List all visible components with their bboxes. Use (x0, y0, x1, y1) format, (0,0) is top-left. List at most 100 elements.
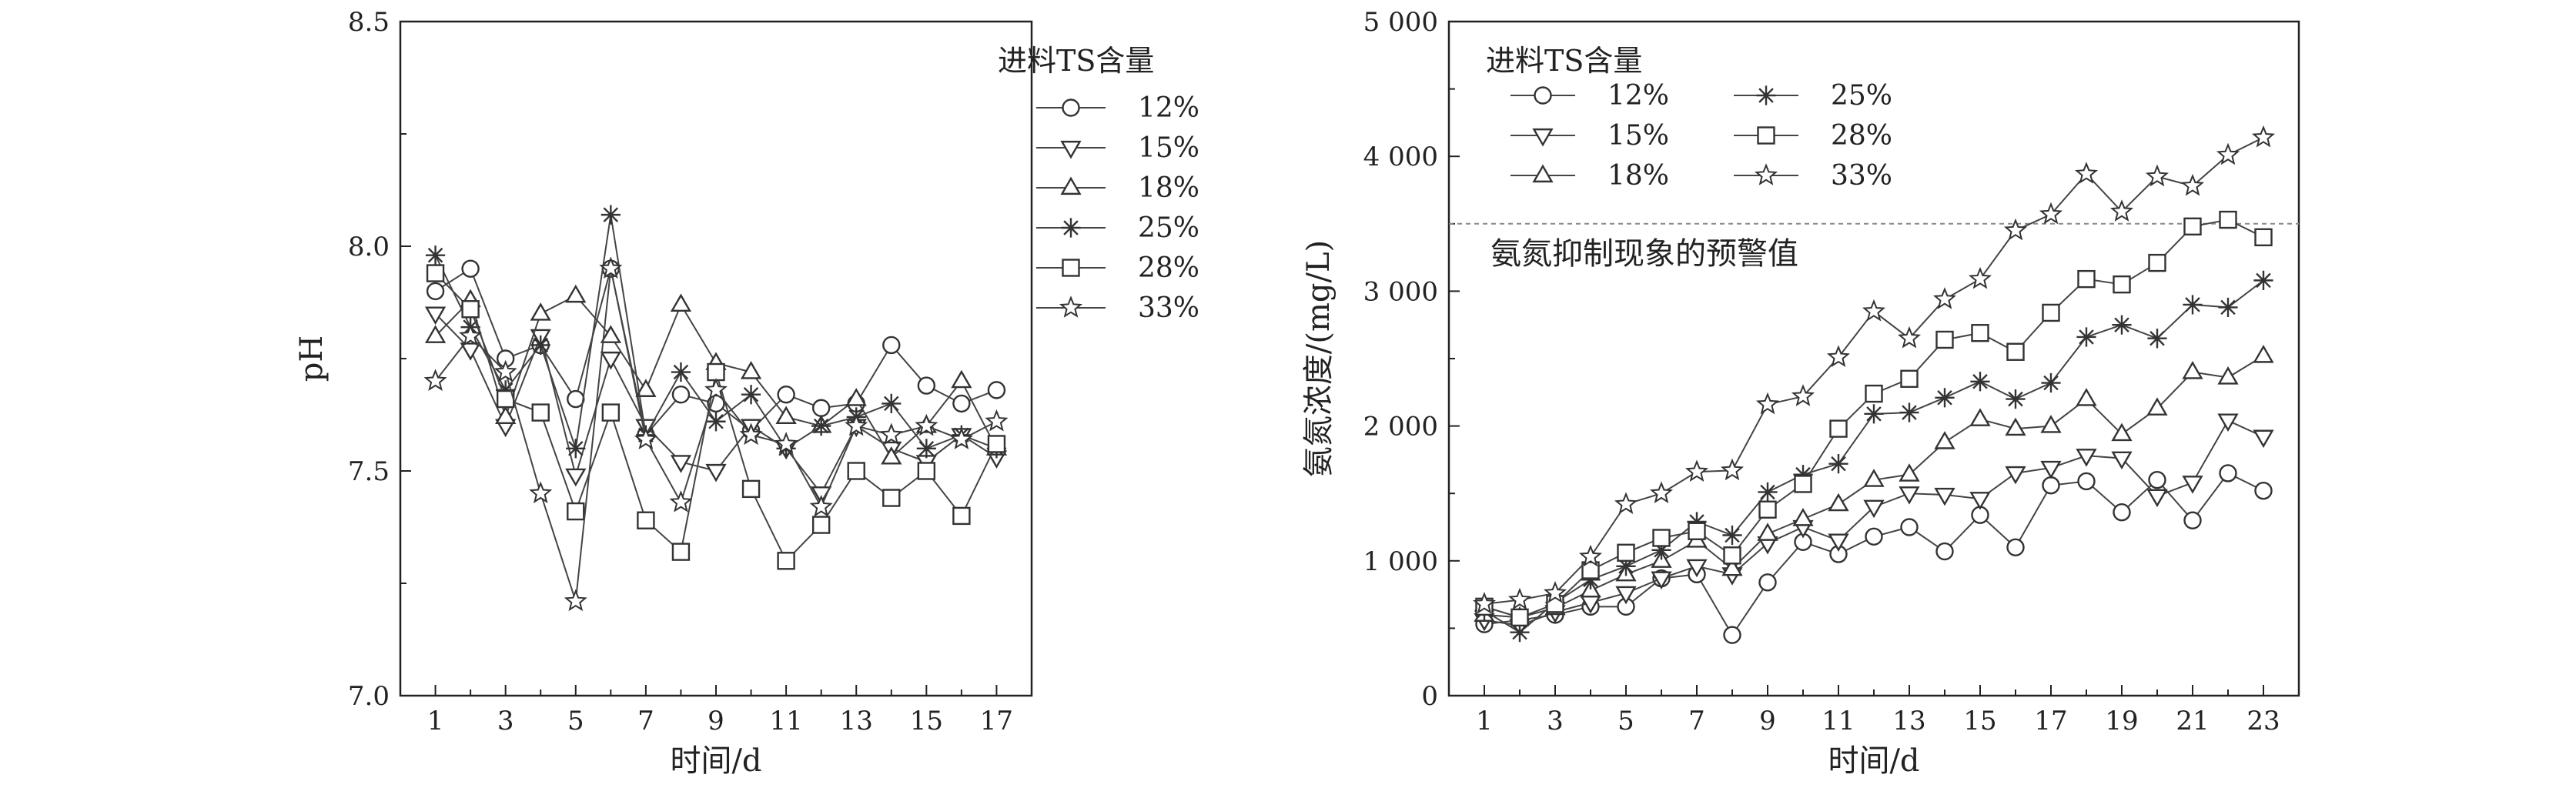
ph-data-point (426, 282, 445, 301)
nh-x-axis-label: 时间/d (1828, 743, 1919, 779)
nh-x-tick-label: 15 (1963, 706, 1996, 736)
ph-data-point (424, 306, 447, 326)
ph-data-point (461, 259, 480, 278)
nh-y-axis-label: 氨氮浓度/(mg/L) (1301, 240, 1337, 477)
nh-data-point (2146, 489, 2168, 508)
nh-data-point (1720, 458, 1745, 481)
ph-x-tick-label: 17 (980, 706, 1013, 736)
ph-data-point (985, 409, 1009, 432)
nh-data-point (1758, 482, 1778, 503)
ph-x-tick-label: 13 (840, 706, 873, 736)
ph-data-point (739, 422, 763, 446)
ph-x-tick-label: 5 (567, 706, 584, 736)
nh-data-point (1581, 561, 1600, 579)
nh-data-point (2180, 173, 2205, 196)
nh-x-tick-label: 1 (1476, 706, 1493, 736)
ph-x-tick-label: 3 (497, 706, 514, 736)
nh-data-point (1934, 487, 1955, 506)
nh-data-point (2253, 270, 2273, 290)
nh-y-axis: 0 1 000 2 000 3 000 4 000 5 000 (1363, 7, 1460, 712)
nh-x-tick-label: 13 (1892, 706, 1925, 736)
nh-data-point (1723, 546, 1741, 565)
nh-data-point (1900, 518, 1919, 536)
nh-data-point (1899, 402, 1919, 422)
nh-x-tick-label: 7 (1688, 706, 1705, 736)
nh-data-point (1863, 469, 1885, 487)
ph-data-point (634, 427, 657, 449)
nh-data-point (1758, 573, 1777, 592)
nh-data-point (2113, 503, 2131, 522)
nh-y-tick-label: 5 000 (1363, 7, 1438, 38)
nh-data-point (1721, 557, 1743, 576)
ph-legend-label: 28% (1138, 252, 1199, 284)
nh-data-point (2111, 422, 2133, 442)
ph-data-point (565, 468, 587, 487)
ph-data-point (705, 463, 727, 482)
ph-legend-label: 12% (1138, 92, 1199, 124)
nh-legend-label: 12% (1607, 80, 1669, 112)
ph-data-point (917, 462, 936, 480)
nh-data-point (2148, 253, 2166, 272)
ph-data-point (493, 359, 517, 382)
nh-data-point (2005, 417, 2026, 436)
ph-data-point (531, 403, 550, 422)
ph-data-point (704, 378, 728, 400)
nh-data-point (1864, 404, 1884, 424)
nh-data-point (2182, 476, 2203, 494)
ph-data-point (637, 511, 655, 529)
ph-x-tick-label: 1 (427, 706, 444, 736)
nh-data-point (2219, 464, 2237, 482)
ph-data-point (601, 403, 621, 422)
ph-data-point (951, 369, 972, 389)
nh-data-point (2217, 413, 2239, 432)
ph-data-point (741, 385, 761, 405)
nh-y-tick-label: 1 000 (1363, 546, 1438, 577)
nh-y-tick-label: 0 (1421, 681, 1438, 712)
nh-data-point (1652, 529, 1671, 547)
nh-y-tick-label: 3 000 (1363, 276, 1438, 307)
nh-x-tick-label: 9 (1759, 706, 1776, 736)
nh-x-tick-label: 11 (1822, 706, 1855, 736)
ph-data-point (707, 362, 725, 382)
nh-data-point (2113, 275, 2131, 294)
ph-y-axis: 7.0 7.5 8.0 8.5 (348, 7, 411, 712)
nh-legend-marker (1754, 163, 1778, 185)
ph-y-axis-label: pH (294, 336, 330, 382)
nh-legend-marker (1757, 126, 1775, 145)
nh-data-point (2253, 429, 2274, 449)
nh-data-point (1688, 522, 1706, 540)
nh-data-point (2074, 162, 2099, 184)
nh-data-point (2183, 295, 2203, 315)
ph-data-point (567, 389, 585, 409)
nh-data-point (1722, 525, 1742, 546)
ph-legend-marker (1060, 140, 1082, 159)
nh-data-point (1793, 465, 1813, 485)
nh-data-point (1757, 523, 1778, 541)
nh-data-point (2112, 315, 2132, 335)
nh-data-point (1897, 326, 1922, 349)
nh-data-point (2254, 481, 2273, 500)
ph-data-point (670, 455, 692, 473)
nh-data-point (1616, 556, 1636, 576)
ph-data-point (599, 256, 623, 279)
nh-data-point (1581, 569, 1601, 589)
nh-x-tick-label: 21 (2176, 706, 2209, 736)
ph-data-point (845, 388, 867, 406)
ph-legend-marker (1062, 98, 1080, 117)
ph-data-point (879, 422, 903, 446)
nh-data-point (1828, 492, 1849, 512)
ph-data-point (671, 543, 691, 561)
nh-x-tick-label: 5 (1618, 706, 1634, 736)
nh-data-point (2146, 397, 2168, 416)
nh-data-point (1826, 345, 1851, 368)
ph-legend-marker (1061, 218, 1081, 238)
nh-data-point (2006, 342, 2025, 361)
nh-data-point (2076, 327, 2096, 347)
nh-data-point (2182, 361, 2203, 379)
ph-data-point (669, 490, 693, 513)
nh-data-point (1935, 542, 1954, 561)
nh-data-point (1794, 475, 1812, 493)
ph-x-tick-label: 7 (637, 706, 654, 736)
nh-x-tick-label: 3 (1547, 706, 1564, 736)
